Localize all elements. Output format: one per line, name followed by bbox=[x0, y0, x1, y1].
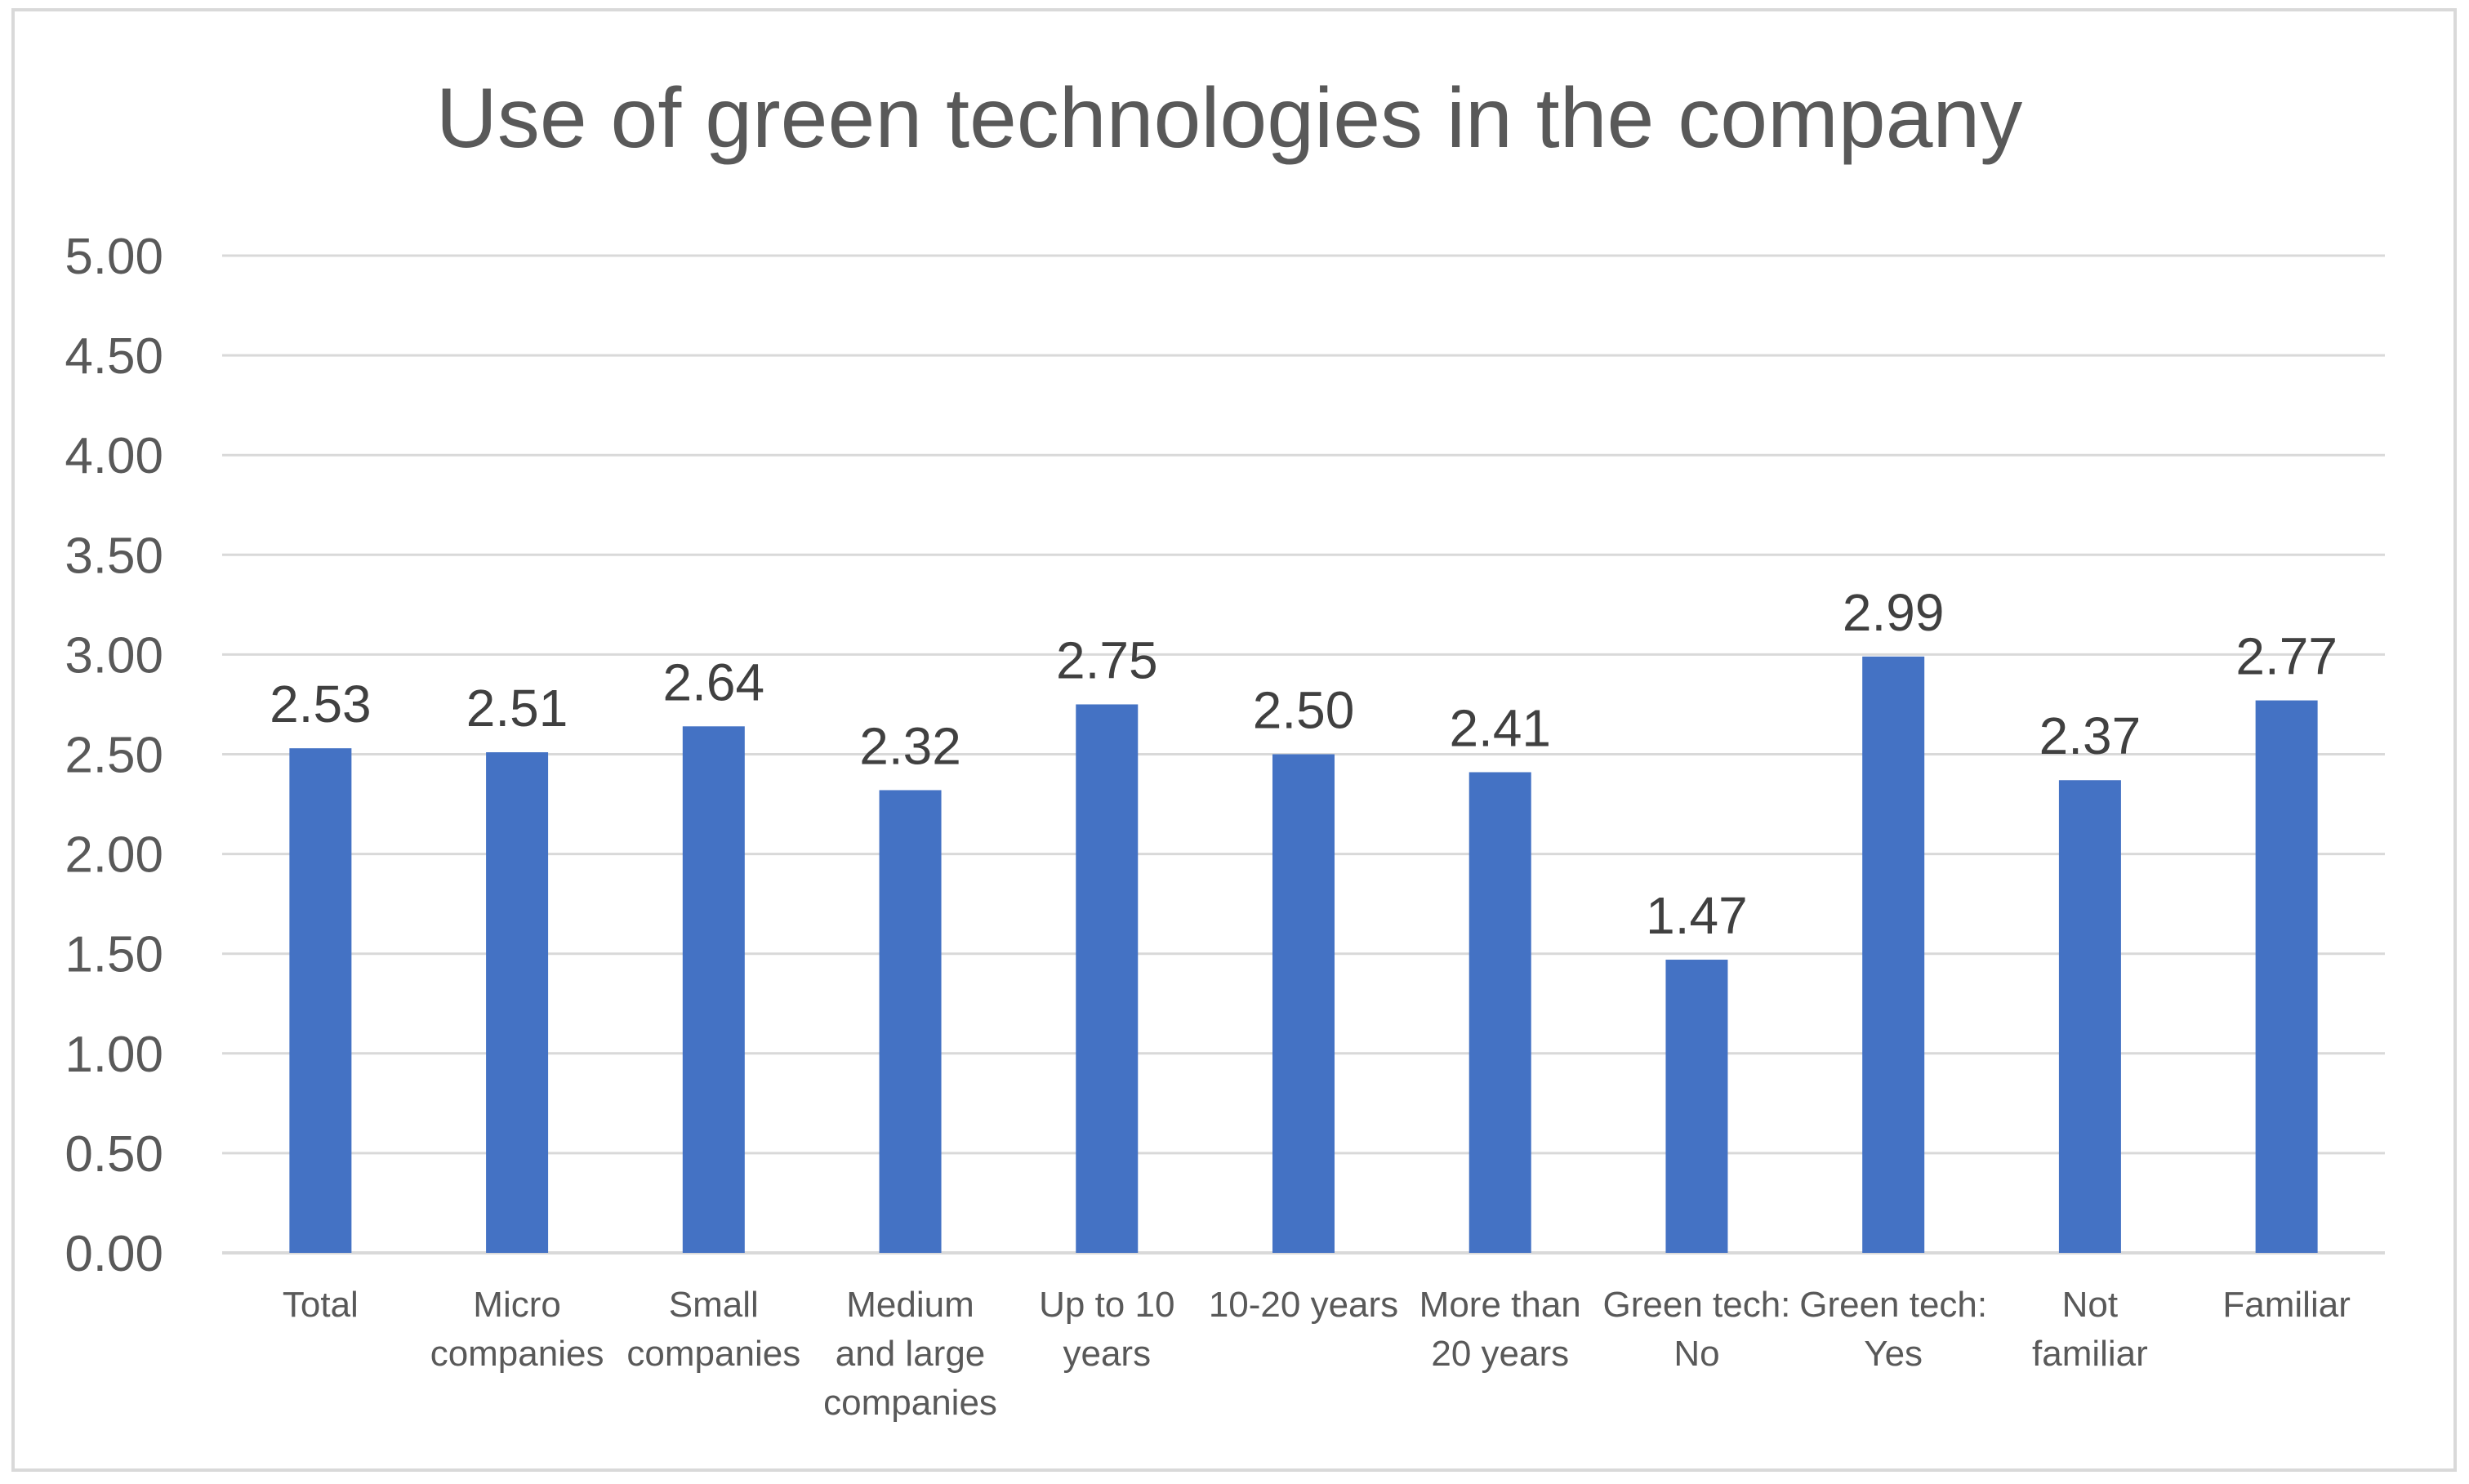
x-tick-label: Not familiar bbox=[2032, 1285, 2148, 1374]
x-tick-label-line: Familiar bbox=[2222, 1285, 2350, 1325]
bar bbox=[289, 748, 352, 1253]
x-tick-label-line: No bbox=[1673, 1334, 1719, 1374]
data-label: 2.41 bbox=[1449, 698, 1551, 757]
x-tick-label-line: companies bbox=[430, 1334, 604, 1374]
y-tick-label: 3.50 bbox=[65, 528, 163, 584]
x-tick-label: Familiar bbox=[2222, 1285, 2350, 1325]
data-labels: 2.53 2.51 2.64 2.32 2.75 2.50 2.41 1.47 2.99 2.37… bbox=[270, 583, 2338, 945]
data-label: 2.75 bbox=[1056, 631, 1158, 689]
x-tick-label-line: Yes bbox=[1864, 1334, 1923, 1374]
bar bbox=[879, 790, 942, 1253]
bar bbox=[682, 726, 745, 1253]
data-label: 2.64 bbox=[663, 653, 765, 711]
y-axis-ticks: 0.00 0.50 1.00 1.50 2.00 2.50 3.00 3.50 4.00 4.50… bbox=[65, 229, 163, 1282]
x-tick-label-line: Medium bbox=[846, 1285, 974, 1325]
x-tick-label: 10-20 years bbox=[1209, 1285, 1398, 1325]
x-tick-label: Up to 10 years bbox=[1039, 1285, 1174, 1374]
x-tick-label-line: 20 years bbox=[1431, 1334, 1569, 1374]
bars bbox=[289, 656, 2318, 1253]
x-tick-label-line: Green tech: bbox=[1799, 1285, 1987, 1325]
x-tick-label-line: Not bbox=[2062, 1285, 2118, 1325]
data-label: 2.51 bbox=[466, 679, 568, 738]
gridlines bbox=[222, 254, 2385, 1254]
y-tick-label: 0.50 bbox=[65, 1126, 163, 1183]
y-tick-label: 4.00 bbox=[65, 428, 163, 484]
y-tick-label: 2.50 bbox=[65, 728, 163, 784]
data-label: 2.77 bbox=[2235, 627, 2338, 686]
x-tick-label-line: companies bbox=[626, 1334, 800, 1374]
x-tick-label: Small companies bbox=[626, 1285, 800, 1374]
x-axis-ticks: Total Micro companies Small companies Medium a… bbox=[283, 1285, 2351, 1423]
bar bbox=[1272, 754, 1335, 1253]
x-tick-label: Total bbox=[283, 1285, 359, 1325]
chart-frame bbox=[11, 8, 2457, 1472]
y-tick-label: 0.00 bbox=[65, 1226, 163, 1282]
bar bbox=[2058, 780, 2121, 1253]
y-tick-label: 5.00 bbox=[65, 229, 163, 285]
y-tick-label: 2.00 bbox=[65, 827, 163, 884]
chart-title: Use of green technologies in the company bbox=[436, 71, 2023, 166]
x-tick-label-line: Green tech: bbox=[1603, 1285, 1791, 1325]
data-label: 2.50 bbox=[1253, 681, 1355, 740]
y-tick-label: 3.00 bbox=[65, 627, 163, 684]
y-tick-label: 1.00 bbox=[65, 1027, 163, 1083]
y-tick-label: 4.50 bbox=[65, 328, 163, 385]
data-label: 2.99 bbox=[1843, 583, 1945, 642]
x-tick-label: More than 20 years bbox=[1419, 1285, 1581, 1374]
bar bbox=[1665, 960, 1728, 1253]
bar bbox=[1468, 772, 1531, 1253]
x-tick-label-line: More than bbox=[1419, 1285, 1581, 1325]
data-label: 1.47 bbox=[1646, 886, 1748, 945]
x-tick-label-line: years bbox=[1063, 1334, 1151, 1374]
bar bbox=[1862, 656, 1925, 1253]
data-label: 2.53 bbox=[270, 675, 372, 733]
x-tick-label-line: Total bbox=[283, 1285, 359, 1325]
bar bbox=[2255, 700, 2318, 1253]
y-tick-label: 1.50 bbox=[65, 927, 163, 983]
data-label: 2.32 bbox=[859, 716, 961, 775]
x-tick-label-line: and large bbox=[836, 1334, 985, 1374]
x-tick-label-line: 10-20 years bbox=[1209, 1285, 1398, 1325]
x-tick-label-line: companies bbox=[823, 1383, 997, 1423]
x-tick-label-line: familiar bbox=[2032, 1334, 2148, 1374]
bar bbox=[486, 752, 549, 1253]
x-tick-label: Medium and large companies bbox=[823, 1285, 997, 1423]
x-tick-label: Green tech: No bbox=[1603, 1285, 1791, 1374]
data-label: 2.37 bbox=[2039, 706, 2141, 765]
x-tick-label-line: Micro bbox=[473, 1285, 561, 1325]
x-tick-label-line: Up to 10 bbox=[1039, 1285, 1174, 1325]
x-tick-label-line: Small bbox=[669, 1285, 759, 1325]
bar bbox=[1076, 704, 1139, 1253]
x-tick-label: Green tech: Yes bbox=[1799, 1285, 1987, 1374]
x-tick-label: Micro companies bbox=[430, 1285, 604, 1374]
